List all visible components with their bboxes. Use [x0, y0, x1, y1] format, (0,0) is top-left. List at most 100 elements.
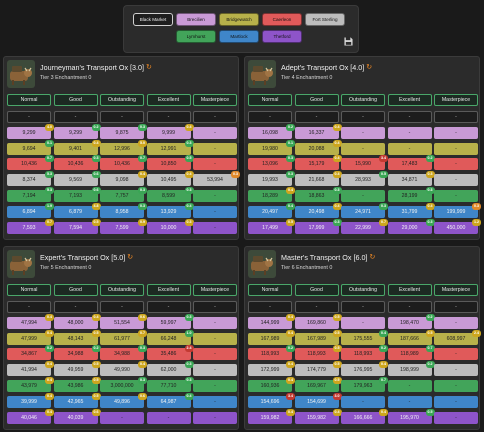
price-cell-empty[interactable]: - [193, 380, 237, 392]
price-cell[interactable]: 7,594 0.5 [53, 218, 101, 234]
price-cell[interactable]: 118,989 0.7 [387, 345, 435, 361]
price-cell[interactable]: 154,699 3.0 [294, 392, 342, 408]
price-cell[interactable]: 19,993 0.3 [248, 171, 295, 187]
price-cell-empty[interactable]: - [434, 126, 478, 139]
price-cell[interactable]: 15,179 0.4 [294, 155, 342, 171]
price-cell[interactable]: 9,299 0.2 [53, 123, 101, 139]
price-cell[interactable]: 12,996 5.0 [100, 139, 147, 155]
price-cell[interactable]: 10,850 0.5 [146, 155, 194, 171]
quality-header-excellent[interactable]: Excellent [387, 94, 432, 106]
price-cell[interactable]: 9,098 0.4 [100, 171, 147, 187]
price-cell[interactable]: 169,860 0.5 [294, 313, 342, 329]
price-cell[interactable]: 35,486 2.4 [146, 345, 194, 361]
price-cell[interactable]: 62,000 0.3 [146, 361, 194, 377]
price-cell[interactable]: 6,894 1.9 [7, 202, 54, 218]
city-button-brecilien[interactable]: Brecilien [176, 13, 216, 26]
price-cell[interactable]: 77,710 0.3 [146, 377, 194, 392]
price-cell-empty[interactable]: - [434, 174, 478, 187]
price-cell[interactable]: 42,965 0.5 [53, 392, 101, 408]
price-cell[interactable]: 34,988 0.2 [53, 345, 101, 361]
price-cell[interactable]: 3,000,000 0.3 [100, 377, 147, 392]
city-button-martlock[interactable]: Martlock [219, 30, 259, 43]
price-cell[interactable]: 169,967 0.5 [294, 377, 342, 392]
price-cell[interactable]: 12,991 0.3 [146, 139, 194, 155]
price-cell-empty[interactable]: - [193, 348, 237, 361]
price-cell[interactable]: 195,970 0.5 [387, 408, 435, 424]
price-cell[interactable]: 16,337 0.4 [294, 123, 342, 139]
price-cell-empty[interactable]: - [434, 316, 478, 329]
price-cell[interactable]: 48,143 0.5 [53, 329, 101, 345]
price-cell-empty[interactable]: - [193, 111, 237, 123]
price-cell[interactable]: 43,986 0.5 [53, 377, 101, 392]
price-cell[interactable]: 160,936 0.4 [248, 377, 295, 392]
quality-header-masterpiece[interactable]: Masterpiece [193, 284, 237, 296]
quality-header-outstanding[interactable]: Outstanding [100, 94, 144, 106]
price-cell[interactable]: 159,982 0.4 [248, 408, 295, 424]
price-cell[interactable]: 9,999 0.4 [146, 123, 194, 139]
price-cell[interactable]: 6,879 4.8 [53, 202, 101, 218]
price-cell[interactable]: 28,199 0.3 [387, 187, 435, 202]
price-cell[interactable]: 199,999 0.3 [434, 202, 481, 218]
price-cell[interactable]: 51,554 0.6 [100, 313, 147, 329]
price-cell[interactable]: 48,000 0.4 [53, 313, 101, 329]
price-cell-empty[interactable]: - [193, 221, 237, 234]
price-cell[interactable]: 47,994 0.4 [7, 313, 54, 329]
price-cell-empty[interactable]: - [146, 411, 191, 424]
price-cell[interactable]: 8,599 0.3 [146, 187, 194, 202]
price-cell[interactable]: 187,666 0.5 [387, 329, 435, 345]
quality-header-masterpiece[interactable]: Masterpiece [434, 94, 478, 106]
price-cell[interactable]: 66,248 1.0 [146, 329, 194, 345]
city-button-black-market[interactable]: Black Market [133, 13, 173, 26]
price-cell-empty[interactable]: - [387, 111, 432, 123]
quality-header-good[interactable]: Good [294, 94, 339, 106]
quality-header-excellent[interactable]: Excellent [146, 284, 191, 296]
price-cell[interactable]: 41,994 0.4 [7, 361, 54, 377]
price-cell[interactable]: 176,995 0.4 [341, 361, 388, 377]
price-cell[interactable]: 16,098 0.2 [248, 123, 295, 139]
price-cell[interactable]: 10,436 0.3 [53, 155, 101, 171]
price-cell-empty[interactable]: - [341, 190, 385, 202]
price-cell-empty[interactable]: - [100, 301, 144, 313]
price-cell[interactable]: 167,989 0.4 [248, 329, 295, 345]
price-cell[interactable]: 28,993 0.5 [341, 171, 388, 187]
city-button-bridgewatch[interactable]: Bridgewatch [219, 13, 259, 26]
price-cell[interactable]: 10,436 0.7 [7, 155, 54, 171]
price-cell[interactable]: 9,875 0.3 [100, 123, 147, 139]
price-cell[interactable]: 166,666 0.4 [341, 408, 388, 424]
price-cell[interactable]: 40,039 0.6 [53, 408, 101, 424]
price-cell-empty[interactable]: - [53, 301, 98, 313]
quality-header-normal[interactable]: Normal [7, 94, 51, 106]
price-cell-empty[interactable]: - [434, 348, 478, 361]
price-cell-empty[interactable]: - [248, 111, 292, 123]
price-cell-empty[interactable]: - [387, 395, 432, 408]
price-cell-empty[interactable]: - [434, 364, 478, 377]
price-cell-empty[interactable]: - [387, 126, 432, 139]
price-cell[interactable]: 39,999 0.4 [7, 392, 54, 408]
quality-header-normal[interactable]: Normal [7, 284, 51, 296]
price-cell-empty[interactable]: - [146, 301, 191, 313]
refresh-icon[interactable]: ↻ [369, 254, 376, 261]
price-cell[interactable]: 19,980 0.1 [248, 139, 295, 155]
price-cell[interactable]: 40,046 0.4 [7, 408, 54, 424]
price-cell[interactable]: 608,997 2.4 [434, 329, 481, 345]
city-button-thetford[interactable]: Thetford [262, 30, 302, 43]
price-cell-empty[interactable]: - [193, 301, 237, 313]
price-cell-empty[interactable]: - [7, 301, 51, 313]
price-cell[interactable]: 10,436 0.7 [100, 155, 147, 171]
price-cell[interactable]: 34,867 0.2 [7, 345, 54, 361]
price-cell-empty[interactable]: - [387, 380, 432, 392]
price-cell-empty[interactable]: - [434, 411, 478, 424]
price-cell[interactable]: 20,088 0.4 [294, 139, 342, 155]
price-cell[interactable]: 18,863 0.3 [294, 187, 342, 202]
price-cell[interactable]: 7,757 0.3 [100, 187, 147, 202]
quality-header-good[interactable]: Good [53, 94, 98, 106]
price-cell-empty[interactable]: - [294, 111, 339, 123]
price-cell[interactable]: 7,599 0.9 [100, 218, 147, 234]
city-button-lymhurst[interactable]: Lymhurst [176, 30, 216, 43]
price-cell[interactable]: 15,990 3.4 [341, 155, 388, 171]
price-cell-empty[interactable]: - [193, 205, 237, 218]
price-cell-empty[interactable]: - [100, 411, 144, 424]
quality-header-good[interactable]: Good [294, 284, 339, 296]
price-cell[interactable]: 10,495 0.4 [146, 171, 194, 187]
price-cell-empty[interactable]: - [341, 301, 385, 313]
